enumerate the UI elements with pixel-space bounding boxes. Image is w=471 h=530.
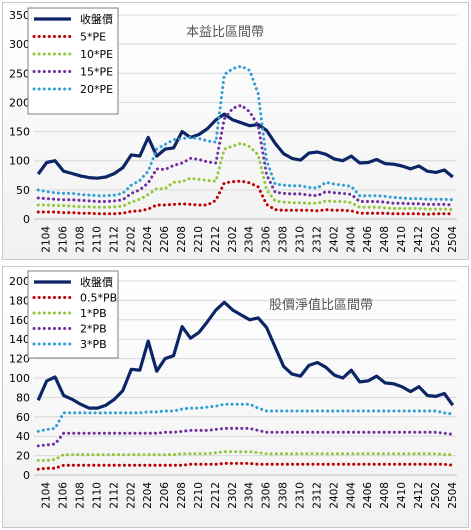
x-tick-label: 2106 — [58, 482, 70, 509]
x-tick-label: 2210 — [193, 482, 205, 509]
y-tick-label: 300 — [9, 38, 30, 51]
x-tick-label: 2408 — [379, 226, 391, 253]
y-tick-label: 20 — [16, 450, 30, 463]
x-tick-label: 2304 — [244, 482, 256, 509]
series-line-4 — [36, 64, 455, 202]
x-tick-label: 2106 — [58, 226, 70, 253]
x-tick-label: 2310 — [294, 226, 306, 253]
x-tick-label: 2502 — [430, 482, 442, 509]
x-tick-label: 2308 — [278, 226, 290, 253]
x-tick-label: 2310 — [294, 482, 306, 509]
series-line-0 — [36, 112, 454, 180]
legend-label: 20*PE — [80, 83, 113, 96]
x-tick-label: 2108 — [75, 226, 87, 253]
pb-band-chart: 0 20 40 60 80 100 120 140 160 180 200 2104 2106 2108 2… — [9, 270, 459, 509]
x-tick-label: 2202 — [125, 482, 137, 509]
legend-label: 收盤價 — [80, 275, 113, 289]
legend-label: 5*PE — [80, 31, 106, 44]
x-tick-label: 2308 — [278, 482, 290, 509]
x-tick-label: 2112 — [108, 226, 120, 253]
x-tick-label: 2302 — [227, 226, 239, 253]
legend-label: 0.5*PB — [80, 292, 117, 305]
series-line-0 — [36, 300, 455, 410]
x-tick-label: 2306 — [261, 482, 273, 509]
y-tick-label: 160 — [9, 314, 30, 327]
legend-label: 3*PB — [80, 338, 107, 351]
x-tick-label: 2504 — [447, 226, 459, 253]
x-tick-label: 2306 — [261, 226, 273, 253]
chart-title: 本益比區間帶 — [186, 25, 264, 40]
series-line-1 — [36, 179, 455, 216]
chart-title: 股價淨值比區間帶 — [269, 297, 373, 313]
x-tick-label: 2202 — [125, 226, 137, 253]
x-tick-label: 2504 — [447, 482, 459, 509]
series-line-2 — [36, 450, 455, 462]
y-tick-label: 140 — [9, 333, 30, 346]
y-tick-label: 180 — [9, 294, 30, 307]
x-tick-label: 2412 — [413, 482, 425, 509]
y-tick-label: 200 — [9, 96, 30, 109]
x-tick-label: 2408 — [379, 482, 391, 509]
x-tick-label: 2304 — [244, 226, 256, 253]
x-tick-label: 2212 — [210, 482, 222, 509]
series-line-4 — [36, 402, 455, 433]
x-tick-label: 2402 — [328, 482, 340, 509]
x-tick-label: 2110 — [91, 226, 103, 253]
legend-label: 收盤價 — [80, 12, 113, 26]
x-tick-label: 2208 — [176, 226, 188, 253]
x-tick-label: 2312 — [311, 226, 323, 253]
x-tick-label: 2110 — [91, 482, 103, 509]
x-tick-label: 2206 — [159, 482, 171, 509]
y-tick-label: 0 — [23, 213, 30, 226]
y-tick-label: 40 — [16, 430, 30, 443]
x-tick-label: 2112 — [108, 482, 120, 509]
x-tick-label: 2406 — [362, 482, 374, 509]
x-tick-label: 2206 — [159, 226, 171, 253]
x-tick-label: 2212 — [210, 226, 222, 253]
legend-box — [27, 7, 119, 115]
y-tick-label: 100 — [9, 372, 30, 385]
x-tick-label: 2204 — [142, 482, 154, 509]
x-tick-label: 2108 — [75, 482, 87, 509]
series-line-3 — [36, 426, 455, 448]
x-tick-label: 2208 — [176, 482, 188, 509]
y-tick-label: 100 — [9, 155, 30, 168]
series-line-2 — [36, 141, 455, 212]
x-tick-label: 2406 — [362, 226, 374, 253]
x-tick-label: 2410 — [396, 226, 408, 253]
pb-chart-panel: 0 20 40 60 80 100 120 140 160 180 200 2104 2106 2108 2… — [2, 266, 469, 528]
y-tick-label: 120 — [9, 353, 30, 366]
legend-label: 10*PE — [80, 48, 113, 61]
y-tick-label: 60 — [16, 411, 30, 424]
y-tick-label: 200 — [9, 275, 30, 288]
y-tick-label: 150 — [9, 126, 30, 139]
x-tick-label: 2104 — [41, 226, 53, 253]
legend-label: 2*PB — [80, 323, 107, 336]
x-tick-label: 2104 — [41, 482, 53, 509]
pe-band-chart: 0 50 100 150 200 250 300 350 2104 2106 2108 2110 211… — [9, 7, 459, 253]
x-tick-label: 2412 — [413, 226, 425, 253]
legend-box — [27, 270, 119, 359]
x-tick-label: 2210 — [193, 226, 205, 253]
x-tick-label: 2502 — [430, 226, 442, 253]
legend-label: 1*PB — [80, 307, 107, 320]
legend-label: 15*PE — [80, 66, 113, 79]
x-tick-label: 2402 — [328, 226, 340, 253]
y-tick-label: 350 — [9, 9, 30, 22]
y-tick-label: 250 — [9, 67, 30, 80]
x-tick-label: 2404 — [345, 482, 357, 509]
x-tick-label: 2404 — [345, 226, 357, 253]
x-tick-label: 2410 — [396, 482, 408, 509]
y-tick-label: 50 — [16, 184, 30, 197]
series-line-1 — [36, 461, 455, 471]
x-tick-label: 2312 — [311, 482, 323, 509]
series-line-3 — [36, 103, 455, 207]
y-tick-label: 0 — [23, 469, 30, 482]
y-tick-label: 80 — [16, 391, 30, 404]
pe-chart-panel: 0 50 100 150 200 250 300 350 2104 2106 2108 2110 211… — [2, 2, 469, 260]
x-tick-label: 2204 — [142, 226, 154, 253]
x-tick-label: 2302 — [227, 482, 239, 509]
